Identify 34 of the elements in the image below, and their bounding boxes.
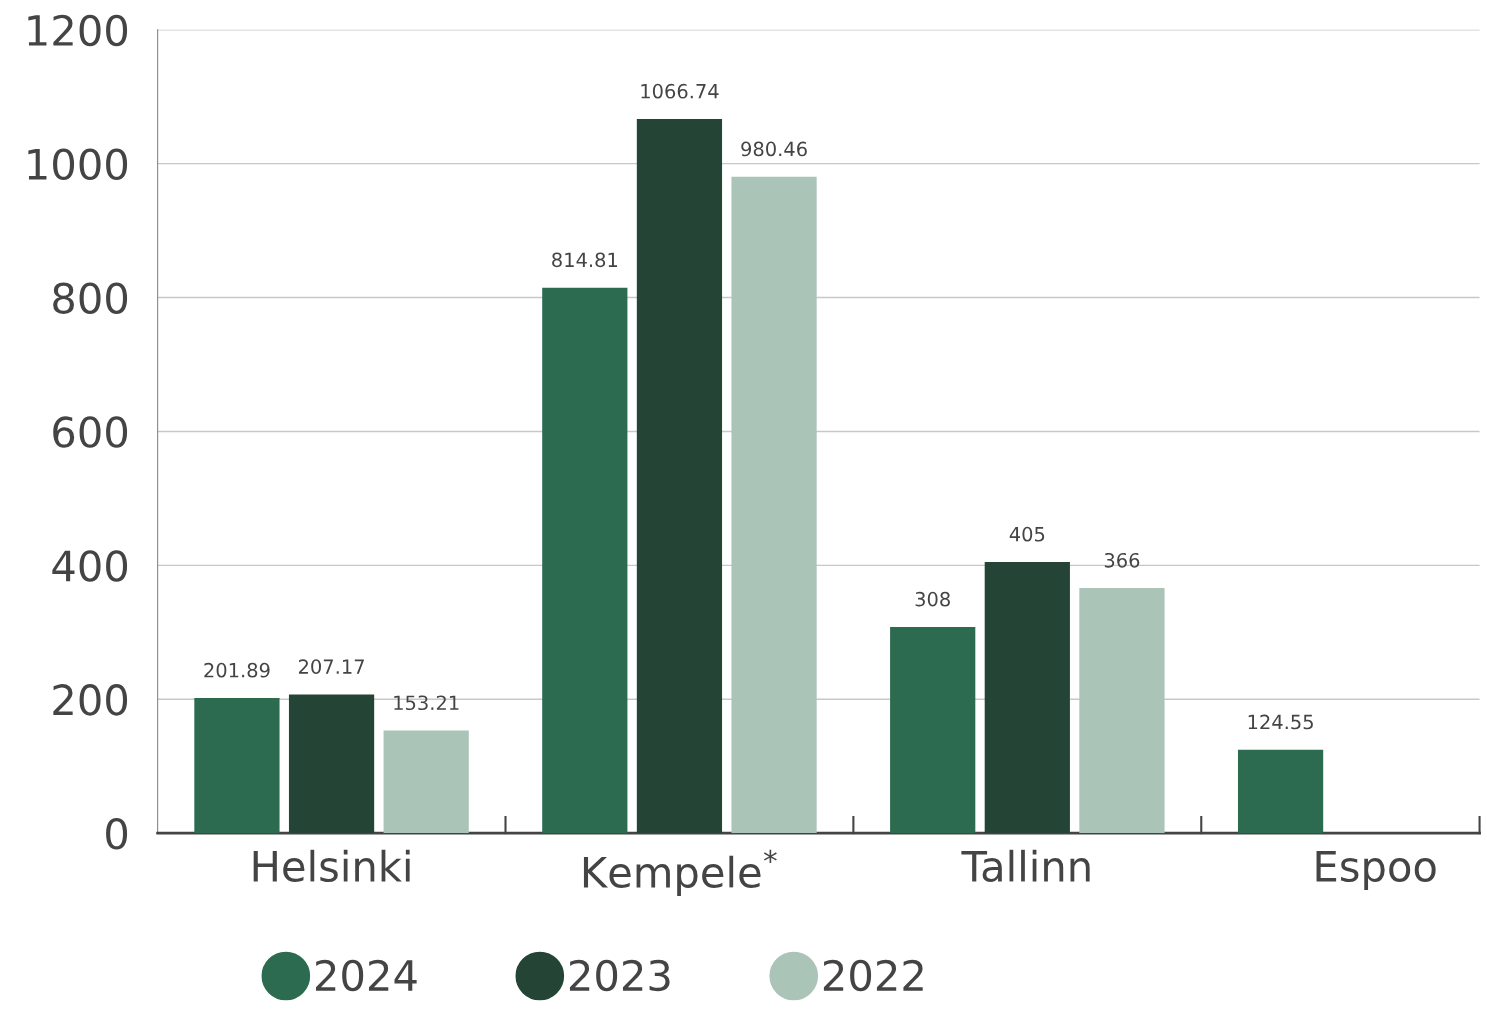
y-tick-label: 1000 [28,148,128,181]
y-tick-label: 600 [53,416,128,448]
y-tick-label: 0 [106,818,128,850]
legend-label: 2022 [823,959,923,992]
bar [194,697,280,834]
data-label: 201.89 [204,662,270,678]
x-tick-label: Helsinki [253,849,410,883]
x-tick-label: Kempele$^{*}$ [583,849,777,897]
bar [636,118,723,834]
bar [1237,749,1324,834]
bar [288,694,375,834]
data-label: 1066.74 [641,83,719,99]
bar [383,730,469,834]
data-label: 405 [1009,526,1045,542]
bar [984,561,1070,834]
data-label: 814.81 [552,252,618,268]
data-label: 124.55 [1248,714,1313,730]
data-label: 153.21 [394,695,459,711]
y-tick-label: 200 [53,684,128,716]
legend-label: 2024 [315,959,417,992]
y-tick-label: 400 [52,550,128,582]
y-tick-label: 800 [53,282,128,314]
bar [1079,588,1165,834]
x-tick-label: Tallinn [961,849,1090,883]
data-label: 207.17 [298,659,364,674]
legend-label: 2023 [569,959,670,992]
data-label: 366 [1104,552,1140,568]
bar [890,626,976,834]
y-tick-label: 1200 [28,14,128,47]
bar [542,287,628,834]
data-label: 308 [915,591,950,607]
x-tick-label: Espoo [1316,851,1436,891]
bar [731,176,817,834]
data-label: 980.46 [741,141,807,157]
